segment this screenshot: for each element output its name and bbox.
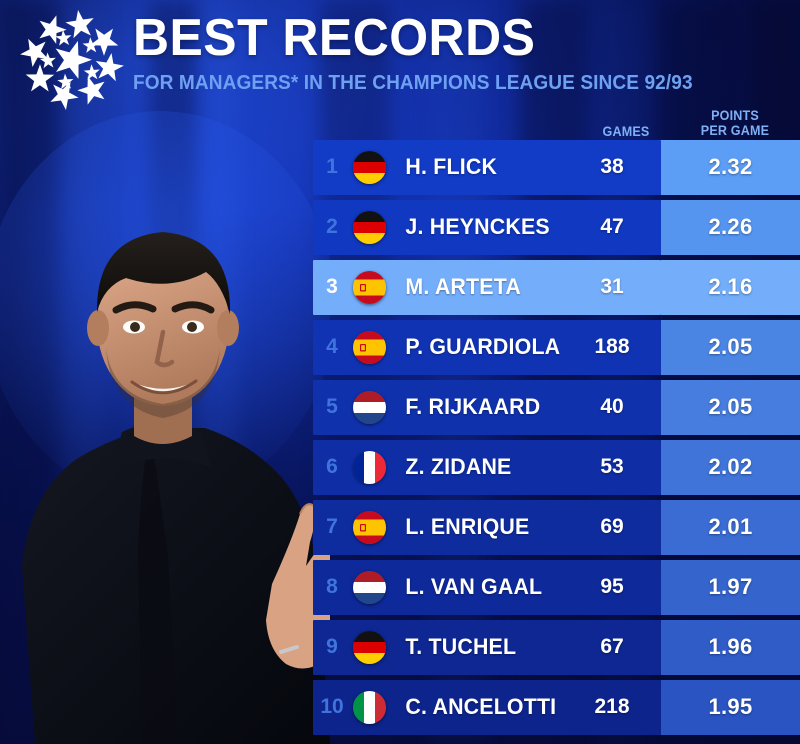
- flag-spain-icon: [353, 510, 386, 544]
- title-block: BEST RECORDS FOR MANAGERS* IN THE CHAMPI…: [133, 12, 735, 94]
- row-left-cell: 8 L. VAN GAAL 95: [313, 560, 661, 615]
- table-row[interactable]: 1 H. FLICK 38 2.32: [313, 140, 800, 195]
- row-points-per-game-value: 2.26: [708, 214, 753, 240]
- row-manager-name: H. FLICK: [405, 154, 498, 180]
- table-row[interactable]: 7 L. ENRIQUE 69 2.01: [313, 500, 800, 555]
- row-left-cell: 1 H. FLICK 38: [313, 140, 661, 195]
- page-title: BEST RECORDS: [133, 9, 536, 67]
- row-rank: 10: [320, 695, 344, 719]
- row-manager-name: Z. ZIDANE: [405, 454, 512, 480]
- row-left-cell: 2 J. HEYNCKES 47: [313, 200, 661, 255]
- row-points-per-game-value: 2.05: [708, 334, 753, 360]
- flag-spain-icon: [353, 270, 386, 304]
- row-games-value: 38: [600, 155, 624, 179]
- row-points-per-game-value: 2.01: [708, 514, 753, 540]
- row-points-per-game-value: 2.05: [708, 394, 753, 420]
- row-left-cell: 3 M. ARTETA 31: [313, 260, 661, 315]
- table-row[interactable]: 5 F. RIJKAARD 40 2.05: [313, 380, 800, 435]
- row-games-value: 67: [600, 635, 624, 659]
- table-row[interactable]: 2 J. HEYNCKES 47 2.26: [313, 200, 800, 255]
- column-header-ppg-line2: PER GAME: [700, 123, 770, 138]
- row-points-per-game-value: 2.02: [708, 454, 753, 480]
- header: BEST RECORDS FOR MANAGERS* IN THE CHAMPI…: [0, 0, 800, 110]
- flag-france-icon: [353, 450, 386, 484]
- row-games-value: 218: [594, 695, 630, 719]
- column-header-ppg-line1: POINTS: [711, 108, 759, 123]
- row-right-cell: 2.26: [661, 200, 800, 255]
- row-games-value: 40: [600, 395, 624, 419]
- table-row[interactable]: 6 Z. ZIDANE 53 2.02: [313, 440, 800, 495]
- row-games-value: 188: [594, 335, 630, 359]
- row-games-value: 47: [600, 215, 624, 239]
- row-rank: 5: [326, 395, 338, 419]
- column-header-points-per-game: POINTS PER GAME: [680, 108, 790, 138]
- flag-spain-icon: [353, 330, 386, 364]
- table-row[interactable]: 3 M. ARTETA 31 2.16: [313, 260, 800, 315]
- row-right-cell: 2.05: [661, 380, 800, 435]
- row-rank: 6: [326, 455, 338, 479]
- row-rank: 8: [326, 575, 338, 599]
- flag-italy-icon: [353, 690, 386, 724]
- table-row[interactable]: 4 P. GUARDIOLA 188 2.05: [313, 320, 800, 375]
- row-games-value: 69: [600, 515, 624, 539]
- row-left-cell: 7 L. ENRIQUE 69: [313, 500, 661, 555]
- row-points-per-game-value: 1.95: [708, 694, 753, 720]
- row-left-cell: 5 F. RIJKAARD 40: [313, 380, 661, 435]
- row-rank: 4: [326, 335, 338, 359]
- flag-netherlands-icon: [353, 390, 386, 424]
- row-left-cell: 9 T. TUCHEL 67: [313, 620, 661, 675]
- flag-germany-icon: [353, 210, 386, 244]
- row-right-cell: 1.95: [661, 680, 800, 735]
- ucl-starball-icon: [20, 10, 124, 110]
- row-manager-name: J. HEYNCKES: [405, 214, 550, 240]
- row-right-cell: 2.02: [661, 440, 800, 495]
- row-rank: 7: [326, 515, 338, 539]
- page-subtitle: FOR MANAGERS* IN THE CHAMPIONS LEAGUE SI…: [133, 71, 693, 94]
- table-body: 1 H. FLICK 38 2.32 2 J. HEYNCKES 47 2.26 3 M. ART…: [313, 140, 800, 735]
- row-points-per-game-value: 1.96: [708, 634, 753, 660]
- flag-netherlands-icon: [353, 570, 386, 604]
- row-rank: 1: [326, 155, 338, 179]
- row-right-cell: 2.01: [661, 500, 800, 555]
- row-left-cell: 6 Z. ZIDANE 53: [313, 440, 661, 495]
- row-right-cell: 2.05: [661, 320, 800, 375]
- column-header-games: GAMES: [602, 124, 650, 139]
- row-right-cell: 1.97: [661, 560, 800, 615]
- row-manager-name: C. ANCELOTTI: [405, 694, 557, 720]
- row-right-cell: 2.16: [661, 260, 800, 315]
- records-table: 1 H. FLICK 38 2.32 2 J. HEYNCKES 47 2.26 3 M. ART…: [313, 140, 800, 740]
- row-manager-name: F. RIJKAARD: [405, 394, 541, 420]
- row-games-value: 95: [600, 575, 624, 599]
- row-games-value: 31: [600, 275, 624, 299]
- row-rank: 2: [326, 215, 338, 239]
- row-rank: 9: [326, 635, 338, 659]
- row-manager-name: L. ENRIQUE: [405, 514, 530, 540]
- row-rank: 3: [326, 275, 338, 299]
- column-headers: GAMES POINTS PER GAME: [0, 102, 800, 140]
- row-points-per-game-value: 2.32: [708, 154, 753, 180]
- table-row[interactable]: 8 L. VAN GAAL 95 1.97: [313, 560, 800, 615]
- row-manager-name: P. GUARDIOLA: [405, 334, 561, 360]
- flag-germany-icon: [353, 150, 386, 184]
- row-games-value: 53: [600, 455, 624, 479]
- table-row[interactable]: 10 C. ANCELOTTI 218 1.95: [313, 680, 800, 735]
- flag-germany-icon: [353, 630, 386, 664]
- row-manager-name: T. TUCHEL: [405, 634, 517, 660]
- row-left-cell: 4 P. GUARDIOLA 188: [313, 320, 661, 375]
- manager-photo: [0, 111, 330, 744]
- row-left-cell: 10 C. ANCELOTTI 218: [313, 680, 661, 735]
- row-points-per-game-value: 1.97: [708, 574, 753, 600]
- row-right-cell: 1.96: [661, 620, 800, 675]
- row-right-cell: 2.32: [661, 140, 800, 195]
- table-row[interactable]: 9 T. TUCHEL 67 1.96: [313, 620, 800, 675]
- row-points-per-game-value: 2.16: [708, 274, 753, 300]
- row-manager-name: M. ARTETA: [405, 274, 521, 300]
- row-manager-name: L. VAN GAAL: [405, 574, 543, 600]
